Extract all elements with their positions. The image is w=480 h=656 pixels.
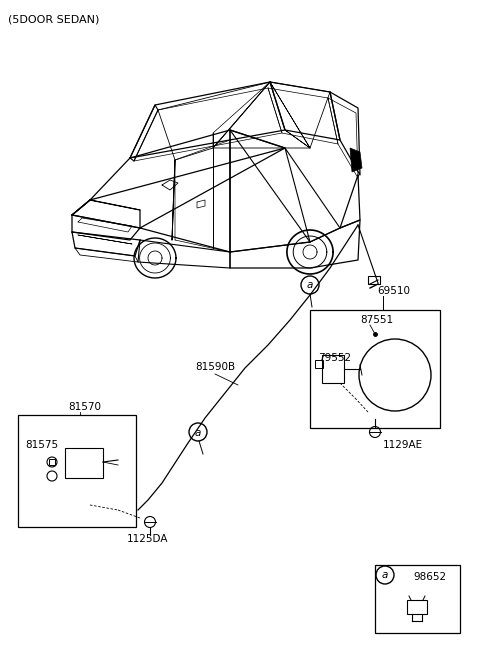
Bar xyxy=(375,565,460,633)
Bar xyxy=(18,415,136,527)
Text: 1129AE: 1129AE xyxy=(383,440,423,450)
Text: 1125DA: 1125DA xyxy=(127,534,169,544)
Bar xyxy=(322,355,344,383)
Bar xyxy=(49,459,55,465)
Text: (5DOOR SEDAN): (5DOOR SEDAN) xyxy=(8,14,99,24)
Text: a: a xyxy=(307,281,313,291)
Text: 98652: 98652 xyxy=(413,572,446,582)
Bar xyxy=(315,360,323,368)
Text: a: a xyxy=(382,571,388,581)
Text: 69510: 69510 xyxy=(377,286,410,296)
Bar xyxy=(368,276,380,284)
Bar xyxy=(65,448,103,478)
Text: 81570: 81570 xyxy=(68,402,101,412)
Bar xyxy=(310,310,440,428)
Polygon shape xyxy=(350,148,362,172)
Text: 81590B: 81590B xyxy=(195,362,235,372)
Text: 81575: 81575 xyxy=(25,440,58,450)
Text: 87551: 87551 xyxy=(360,315,393,325)
Text: a: a xyxy=(195,428,201,438)
Bar xyxy=(407,600,427,614)
Text: 79552: 79552 xyxy=(318,353,351,363)
